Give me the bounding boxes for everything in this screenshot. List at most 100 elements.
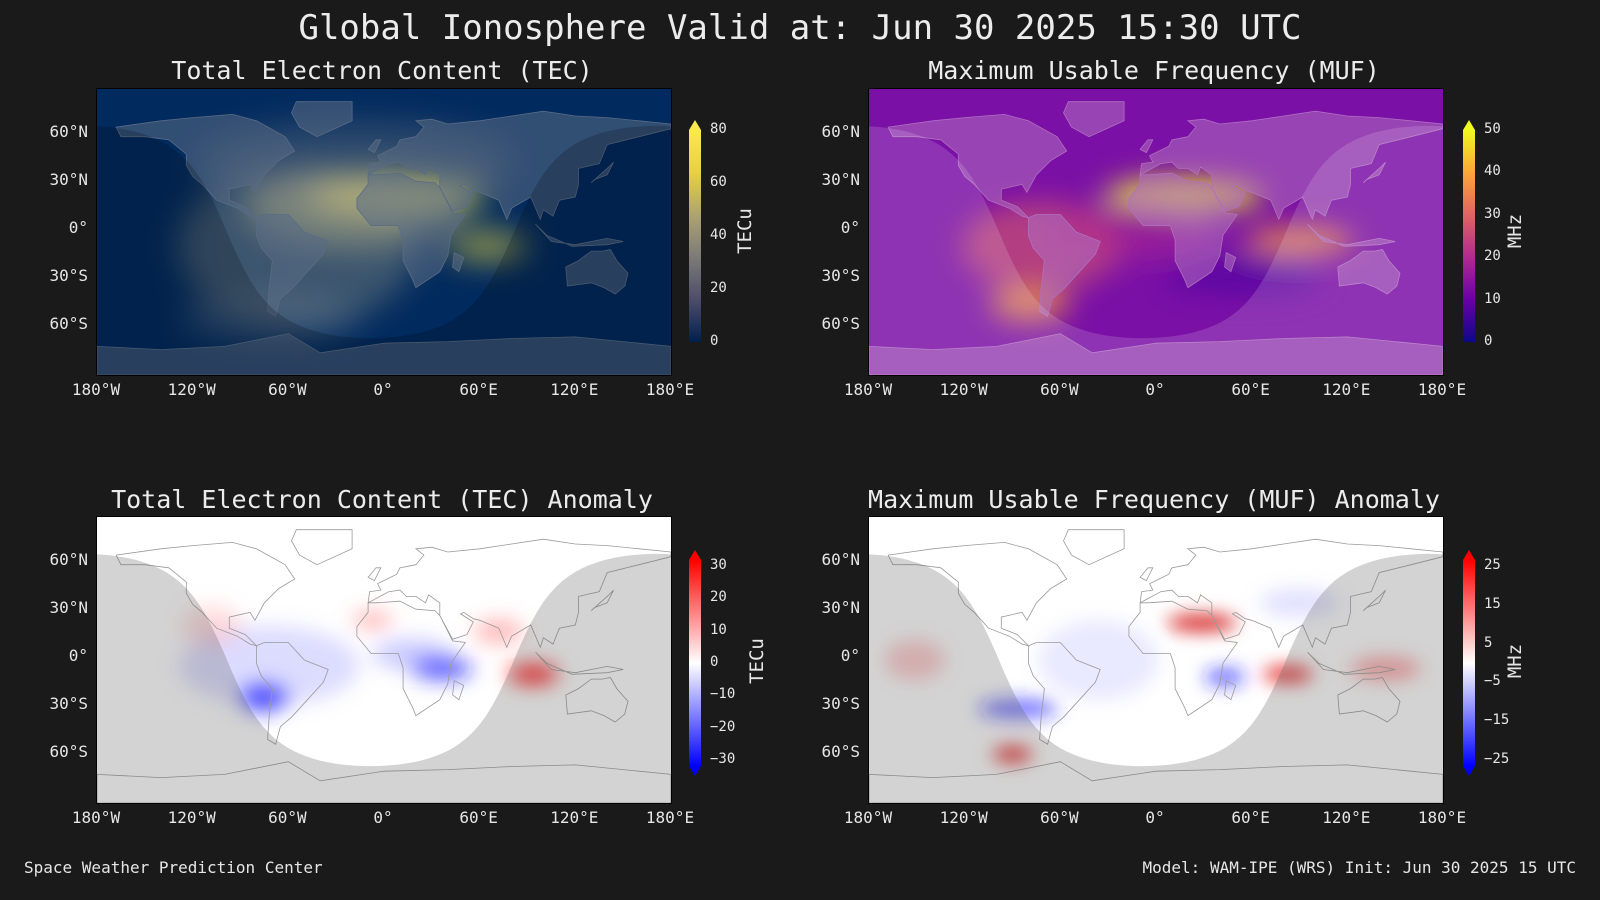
colorbar-unit-muf: MHz: [1504, 213, 1527, 249]
latitude-tick-label: 30°N: [821, 598, 860, 618]
latitude-tick-label: 0°: [68, 646, 88, 666]
longitude-tick-label: 120°E: [550, 808, 599, 827]
colorbar-tick-label: 80: [710, 121, 727, 137]
colorbar-tick-label: 5: [1484, 634, 1493, 651]
longitude-tick-label: 60°E: [459, 380, 498, 399]
latitude-tick-label: 60°S: [821, 313, 860, 333]
night-shading: [97, 553, 671, 803]
longitude-tick-label: 0°: [1145, 380, 1165, 399]
page-title: Global Ionosphere Valid at: Jun 30 2025 …: [298, 8, 1302, 48]
longitude-tick-label: 120°E: [550, 380, 599, 399]
longitude-tick-label: 180°W: [843, 808, 893, 827]
colorbar-tick-label: 30: [710, 557, 727, 573]
coastlines: [869, 101, 1443, 375]
night-shading: [869, 553, 1443, 803]
colorbar-tick-label: −5: [1484, 673, 1501, 690]
longitude-tick-label: 60°W: [1040, 380, 1079, 399]
map-canvas: [97, 517, 671, 803]
latitude-tick-label: 60°S: [821, 741, 860, 761]
colorbar-tec: [688, 120, 702, 358]
colorbar-tick-label: −25: [1484, 751, 1510, 767]
longitude-tick-label: 60°E: [1231, 380, 1270, 399]
colorbar-tick-label: −20: [710, 718, 736, 735]
colorbar-tick-label: 40: [1484, 163, 1501, 180]
night-shading: [97, 125, 671, 375]
footer-model-info: Model: WAM-IPE (WRS) Init: Jun 30 2025 1…: [1142, 858, 1576, 877]
colorbar-tick-label: 0: [1484, 333, 1493, 349]
colorbar-tick-label: −10: [710, 686, 736, 703]
longitude-tick-label: 180°E: [1417, 380, 1467, 399]
panel-title-muf: Maximum Usable Frequency (MUF): [928, 56, 1380, 85]
colorbar-gradient: [1463, 120, 1475, 342]
latitude-tick-label: 60°N: [49, 550, 88, 570]
colorbar-tick-label: 10: [1484, 290, 1501, 307]
colorbar-tec-anomaly: [688, 550, 702, 782]
night-shading: [869, 125, 1443, 375]
latitude-tick-label: 60°S: [49, 741, 88, 761]
colorbar-gradient: [1463, 550, 1475, 776]
longitude-tick-label: 180°W: [71, 808, 121, 827]
latitude-tick-label: 30°N: [49, 598, 88, 618]
longitude-tick-label: 180°E: [645, 808, 695, 827]
latitude-tick-label: 30°S: [49, 693, 88, 713]
latitude-tick-label: 0°: [840, 646, 860, 666]
colorbar-unit-tec-anomaly: TECu: [745, 638, 768, 684]
map-canvas: [869, 517, 1443, 803]
field-contours: [179, 605, 559, 712]
latitude-tick-label: 60°N: [49, 122, 88, 142]
longitude-tick-label: 0°: [373, 808, 393, 827]
latitude-tick-label: 0°: [68, 218, 88, 238]
latitude-tick-label: 30°N: [49, 170, 88, 190]
map-canvas: [97, 89, 671, 375]
longitude-tick-label: 120°W: [939, 380, 988, 399]
colorbar-tick-label: 0: [710, 654, 719, 670]
longitude-tick-label: 60°W: [1040, 808, 1079, 827]
latitude-tick-label: 30°N: [821, 170, 860, 190]
panel-title-tec: Total Electron Content (TEC): [171, 56, 593, 85]
coastlines: [97, 529, 671, 803]
colorbar-tick-label: −15: [1484, 712, 1510, 729]
latitude-tick-label: 30°S: [49, 265, 88, 285]
latitude-tick-label: 60°N: [821, 550, 860, 570]
coastlines: [97, 101, 671, 375]
colorbar-muf: [1462, 120, 1476, 358]
longitude-tick-label: 120°W: [167, 380, 216, 399]
longitude-tick-label: 0°: [1145, 808, 1165, 827]
longitude-tick-label: 0°: [373, 380, 393, 399]
map-canvas: [869, 89, 1443, 375]
colorbar-tick-label: 30: [1484, 205, 1501, 222]
colorbar-tick-label: −30: [710, 751, 736, 767]
map-muf-anomaly: [868, 516, 1444, 804]
map-tec-anomaly: [96, 516, 672, 804]
colorbar-tick-label: 40: [710, 227, 727, 243]
colorbar-tick-label: 20: [710, 280, 727, 296]
longitude-tick-label: 120°E: [1322, 380, 1371, 399]
colorbar-gradient: [689, 120, 701, 342]
longitude-tick-label: 180°W: [71, 380, 121, 399]
longitude-tick-label: 180°W: [843, 380, 893, 399]
latitude-tick-label: 0°: [840, 218, 860, 238]
latitude-tick-label: 30°S: [821, 693, 860, 713]
colorbar-tick-label: 60: [710, 174, 727, 190]
longitude-tick-label: 180°E: [1417, 808, 1467, 827]
longitude-tick-label: 120°W: [939, 808, 988, 827]
colorbar-unit-muf-anomaly: MHz: [1504, 643, 1527, 679]
field-contours: [884, 587, 1421, 763]
longitude-tick-label: 60°E: [1231, 808, 1270, 827]
latitude-tick-label: 60°N: [821, 122, 860, 142]
colorbar-tick-label: 20: [1484, 248, 1501, 265]
colorbar-tick-label: 15: [1484, 595, 1501, 612]
colorbar-tick-label: 25: [1484, 557, 1501, 573]
panel-title-tec-anomaly: Total Electron Content (TEC) Anomaly: [111, 485, 653, 514]
longitude-tick-label: 120°E: [1322, 808, 1371, 827]
colorbar-tick-label: 0: [710, 333, 719, 349]
latitude-tick-label: 30°S: [821, 265, 860, 285]
colorbar-muf-anomaly: [1462, 550, 1476, 782]
longitude-tick-label: 60°W: [268, 808, 307, 827]
colorbar-tick-label: 20: [710, 589, 727, 606]
colorbar-tick-label: 50: [1484, 121, 1501, 137]
coastlines: [869, 529, 1443, 803]
latitude-tick-label: 60°S: [49, 313, 88, 333]
panel-title-muf-anomaly: Maximum Usable Frequency (MUF) Anomaly: [868, 485, 1440, 514]
longitude-tick-label: 120°W: [167, 808, 216, 827]
